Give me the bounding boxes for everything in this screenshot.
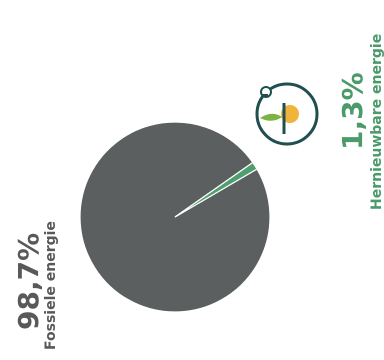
fossil-label-group: 98,7%: [12, 233, 45, 330]
renewable-name-group: Hernieuwbare energie: [369, 34, 384, 210]
renewable-energy-icon: [255, 82, 319, 146]
renewable-name-label: Hernieuwbare energie: [369, 34, 384, 210]
fossil-name-group: Fossiele energie: [43, 221, 59, 350]
fossil-name-label: Fossiele energie: [43, 221, 59, 350]
pie-slice-renewable: [174, 161, 258, 218]
renewable-label-group: 1,3%: [336, 72, 369, 150]
renewable-percentage-label: 1,3%: [336, 72, 369, 150]
pie-slices: [79, 121, 271, 313]
fossil-percentage-label: 98,7%: [12, 233, 45, 330]
